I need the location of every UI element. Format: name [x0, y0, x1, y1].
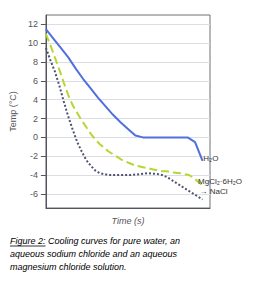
svg-text:Figure 2:: Figure 2: — [10, 236, 46, 246]
svg-text:Cooling curves for pure water,: Cooling curves for pure water, an — [46, 236, 181, 246]
svg-text:→ NaCl: → NaCl — [200, 187, 228, 196]
svg-text:-6: -6 — [30, 189, 38, 199]
svg-text:0: 0 — [33, 132, 38, 142]
svg-text:8: 8 — [33, 57, 38, 67]
svg-text:6: 6 — [33, 76, 38, 86]
svg-text:10: 10 — [28, 38, 38, 48]
svg-text:-2: -2 — [30, 151, 38, 161]
svg-text:4: 4 — [33, 95, 38, 105]
svg-text:Temp (°C): Temp (°C) — [8, 91, 18, 132]
svg-text:magnesium chloride solution.: magnesium chloride solution. — [10, 262, 127, 272]
svg-text:H₂O: H₂O — [203, 154, 218, 163]
svg-text:12: 12 — [28, 19, 38, 29]
svg-text:-4: -4 — [30, 170, 38, 180]
svg-text:Time (s): Time (s) — [111, 216, 144, 226]
svg-text:MgCl₂·6H₂O: MgCl₂·6H₂O — [198, 177, 242, 186]
svg-text:aqueous sodium chloride and an: aqueous sodium chloride and an aqueous — [10, 249, 178, 259]
svg-text:2: 2 — [33, 114, 38, 124]
